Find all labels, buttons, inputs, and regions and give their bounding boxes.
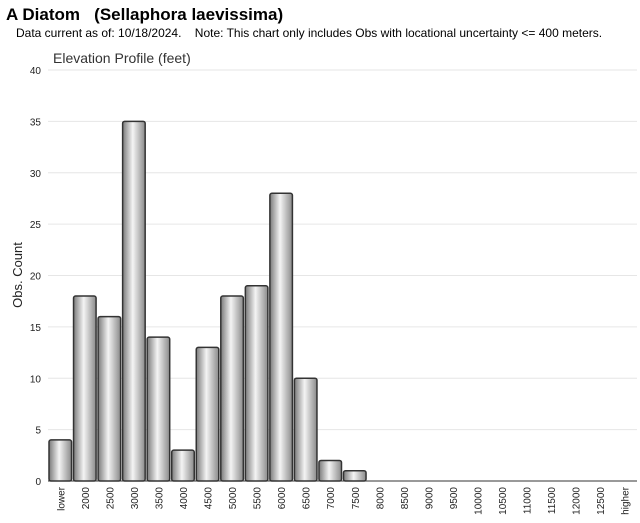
- y-tick-label: 35: [30, 117, 42, 128]
- bar-2000: [72, 295, 97, 482]
- x-tick-label: 11000: [523, 487, 534, 515]
- bar-7500: [342, 469, 367, 482]
- chart-subtitle: Data current as of: 10/18/2024. Note: Th…: [16, 26, 603, 40]
- bar-5500: [244, 285, 269, 482]
- x-tick-label: 9000: [424, 487, 435, 510]
- x-tick-label: 2000: [81, 487, 92, 510]
- bar-4000: [170, 449, 195, 482]
- x-tick-label: 8500: [400, 487, 411, 510]
- x-tick-label: 8000: [375, 487, 386, 510]
- x-tick-label: 2500: [105, 487, 116, 510]
- y-tick-label: 5: [35, 426, 41, 437]
- y-tick-label: 20: [30, 272, 42, 283]
- grid-lines: [48, 69, 637, 431]
- x-tick-label: 7500: [351, 487, 362, 510]
- x-tick-label: 7000: [326, 487, 337, 510]
- y-tick-label: 15: [30, 323, 42, 334]
- bars: [48, 120, 367, 482]
- y-axis-label: Obs. Count: [10, 242, 25, 308]
- bar-2500: [97, 315, 122, 482]
- x-tick-label: 3500: [154, 487, 165, 510]
- x-tick-label: 12000: [572, 487, 583, 515]
- x-tick-label: 5500: [253, 487, 264, 510]
- chart-title: A Diatom (Sellaphora laevissima): [6, 5, 284, 24]
- x-axis-ticks: lower 2000 2500 3000 3500 4000 4500 5000 5500 600…: [56, 486, 631, 514]
- bar-6500: [293, 377, 318, 482]
- x-tick-label: 10500: [498, 487, 509, 515]
- y-tick-label: 30: [30, 169, 42, 180]
- bar-lower: [48, 439, 73, 482]
- x-tick-label: 4000: [179, 487, 190, 510]
- x-tick-label: 5000: [228, 487, 239, 510]
- bar-3500: [146, 336, 171, 482]
- bar-3000: [121, 120, 146, 482]
- bar-5000: [220, 295, 245, 482]
- bar-6000: [269, 192, 294, 482]
- plot-title: Elevation Profile (feet): [53, 50, 191, 66]
- bar-7000: [318, 459, 343, 482]
- y-tick-label: 25: [30, 220, 42, 231]
- bar-4500: [195, 346, 220, 482]
- y-tick-label: 10: [30, 374, 42, 385]
- x-tick-label: 3000: [130, 487, 141, 510]
- x-tick-label: 12500: [596, 487, 607, 515]
- x-tick-label: 9500: [449, 487, 460, 510]
- y-tick-label: 40: [30, 66, 42, 77]
- x-tick-label: 11500: [547, 487, 558, 515]
- x-tick-label: 6000: [277, 487, 288, 510]
- x-tick-label: 4500: [204, 487, 215, 510]
- x-tick-label: higher: [621, 486, 632, 514]
- x-tick-label: 10000: [473, 487, 484, 515]
- x-tick-label: 6500: [302, 487, 313, 510]
- x-tick-label: lower: [56, 486, 67, 511]
- y-axis-ticks: 0 5 10 15 20 25 30 35 40: [30, 66, 42, 488]
- y-tick-label: 0: [35, 477, 41, 488]
